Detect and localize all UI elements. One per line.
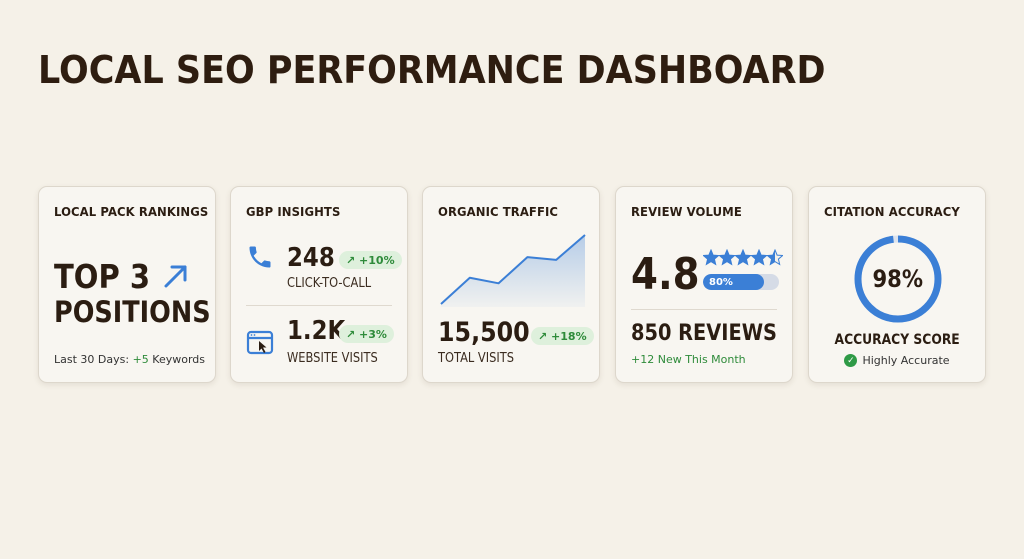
website-visits-label: WEBSITE VISITS [287, 351, 378, 366]
card-title: ORGANIC TRAFFIC [438, 204, 559, 219]
trend-up-arrow-icon [164, 265, 187, 288]
phone-icon [249, 246, 271, 268]
total-visits-value: 15,500 [438, 317, 530, 348]
local-pack-rankings-card: LOCAL PACK RANKINGS TOP 3 POSITIONS Last… [38, 186, 216, 383]
traffic-trend-chart [440, 234, 586, 307]
accuracy-ring-arc [854, 235, 942, 323]
star-fill [767, 250, 775, 265]
check-circle-icon: ✓ [844, 354, 858, 367]
total-visits-label: TOTAL VISITS [438, 351, 515, 366]
organic-traffic-card: ORGANIC TRAFFIC 15,500 ↗ +18% TOTAL VISI… [422, 186, 600, 383]
accuracy-status-text: Highly Accurate [862, 354, 950, 367]
star-rating-icon [703, 249, 783, 266]
accuracy-score-label: ACCURACY SCORE [834, 332, 960, 348]
review-count: 850 REVIEWS [631, 321, 777, 346]
accuracy-ring [854, 235, 942, 323]
star-fill [719, 250, 735, 265]
rankings-headline: TOP 3 [54, 257, 151, 296]
review-volume-card: REVIEW VOLUME 4.8 80% 850 REVIEWS +12 Ne… [615, 186, 793, 383]
citation-accuracy-card: CITATION ACCURACY 98% ACCURACY SCORE ✓ H… [808, 186, 986, 383]
traffic-change-badge: ↗ +18% [531, 327, 594, 345]
card-title: REVIEW VOLUME [631, 204, 742, 219]
page-title: LOCAL SEO PERFORMANCE DASHBOARD [38, 48, 826, 92]
gbp-insights-card: GBP INSIGHTS 248 ↗ +10% CLICK-TO-CALL 1.… [230, 186, 408, 383]
card-title: LOCAL PACK RANKINGS [54, 204, 209, 219]
accuracy-status: ✓ Highly Accurate [809, 354, 985, 367]
website-visits-change-badge: ↗ +3% [339, 325, 394, 343]
website-visits-value: 1.2K [287, 316, 346, 346]
rankings-subheadline: POSITIONS [54, 295, 211, 329]
star-fill [735, 250, 751, 265]
click-to-call-change-badge: ↗ +10% [339, 251, 402, 269]
accuracy-percent: 98% [872, 265, 924, 293]
divider [631, 309, 777, 310]
star-fill [703, 250, 719, 265]
rankings-footer: Last 30 Days: +5 Keywords [54, 353, 205, 366]
card-title: GBP INSIGHTS [246, 204, 341, 219]
card-title: CITATION ACCURACY [824, 204, 960, 219]
review-progress-bar: 80% [703, 274, 779, 290]
new-reviews-note: +12 New This Month [631, 353, 746, 366]
traffic-line [440, 234, 586, 305]
click-to-call-label: CLICK-TO-CALL [287, 276, 372, 291]
click-to-call-value: 248 [287, 243, 335, 273]
review-progress-fill: 80% [703, 274, 764, 290]
browser-click-icon [246, 330, 274, 355]
star-fill [751, 250, 767, 265]
divider [246, 305, 392, 306]
average-rating: 4.8 [631, 249, 700, 300]
